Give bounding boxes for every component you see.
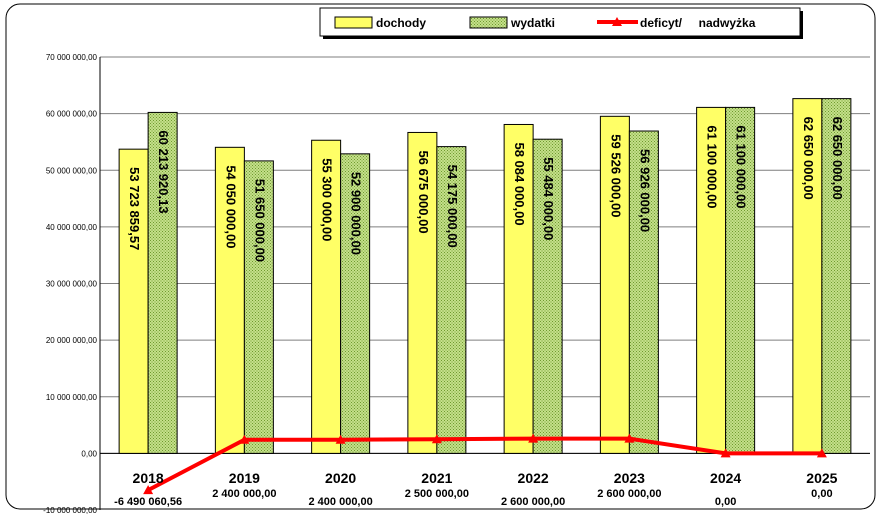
deficit-value-label: 2 600 000,00 bbox=[597, 488, 661, 500]
y-tick-label: 20 000 000,00 bbox=[46, 336, 98, 345]
deficit-line bbox=[143, 433, 827, 495]
deficit-value-label: -6 490 060,56 bbox=[114, 496, 182, 508]
bar-label-wydatki: 55 484 000,00 bbox=[541, 157, 556, 240]
deficit-marker bbox=[816, 448, 827, 458]
deficit-value-label: 2 400 000,00 bbox=[212, 488, 276, 500]
bar-label-dochody: 53 723 859,57 bbox=[127, 167, 142, 250]
deficit-value-label: 0,00 bbox=[811, 488, 832, 500]
legend: dochody wydatki deficyt/ nadwyżka bbox=[319, 7, 803, 39]
y-tick-label: 70 000 000,00 bbox=[46, 53, 98, 62]
legend-label-dochody: dochody bbox=[376, 16, 426, 30]
y-tick-label: 30 000 000,00 bbox=[46, 280, 98, 289]
deficit-marker bbox=[528, 433, 539, 443]
bar-dochody bbox=[311, 139, 342, 454]
bar-label-wydatki: 51 650 000,00 bbox=[252, 179, 267, 262]
bars: 53 723 859,57 54 050 000,00 55 300 000,00 5… bbox=[118, 98, 852, 454]
bar-dochody bbox=[214, 146, 245, 454]
x-category-label: 2021 bbox=[421, 470, 452, 486]
y-tick-label: 40 000 000,00 bbox=[46, 223, 98, 232]
deficit-marker bbox=[239, 434, 250, 444]
bar-wydatki bbox=[532, 138, 563, 454]
legend-box bbox=[319, 7, 801, 37]
bar-dochody bbox=[407, 131, 438, 454]
deficit-series-line bbox=[147, 436, 822, 492]
y-tick-label: 60 000 000,00 bbox=[46, 110, 98, 119]
bar-label-wydatki: 56 926 000,00 bbox=[637, 149, 652, 232]
bar-label-dochody: 61 100 000,00 bbox=[705, 125, 720, 208]
bar-dochody bbox=[792, 98, 823, 454]
x-category-label: 2022 bbox=[518, 470, 549, 486]
bar-dochody bbox=[118, 148, 149, 454]
deficit-value-label: 2 500 000,00 bbox=[405, 488, 469, 500]
bar-wydatki bbox=[821, 98, 852, 454]
bar-dochody bbox=[503, 123, 534, 454]
x-category-label: 2023 bbox=[614, 470, 645, 486]
y-tick-label: 50 000 000,00 bbox=[46, 166, 98, 175]
deficit-value-labels: -6 490 060,56 2 400 000,00 2 400 000,00 2 5… bbox=[114, 488, 832, 508]
deficit-marker bbox=[335, 434, 346, 444]
legend-label-deficit: deficyt/ nadwyżka bbox=[640, 16, 756, 30]
x-category-label: 2020 bbox=[325, 470, 356, 486]
bar-label-wydatki: 62 650 000,00 bbox=[830, 117, 845, 200]
bar-wydatki bbox=[725, 106, 756, 454]
x-axis-categories: 2018 2019 2020 2021 2022 2023 2024 2025 bbox=[133, 470, 838, 486]
bar-wydatki bbox=[147, 111, 178, 454]
bar-wydatki bbox=[243, 160, 274, 454]
legend-swatch-dochody bbox=[334, 16, 373, 29]
deficit-marker bbox=[431, 434, 442, 444]
x-category-label: 2024 bbox=[710, 470, 741, 486]
bar-label-dochody: 56 675 000,00 bbox=[416, 150, 431, 233]
bar-wydatki bbox=[628, 130, 659, 454]
bar-label-dochody: 58 084 000,00 bbox=[512, 142, 527, 225]
y-tick-label: -10 000 000,00 bbox=[43, 506, 97, 515]
y-tick-label: 10 000 000,00 bbox=[46, 393, 98, 402]
bar-dochody bbox=[696, 106, 727, 454]
deficit-value-label: 2 400 000,00 bbox=[309, 496, 373, 508]
x-category-label: 2025 bbox=[806, 470, 837, 486]
y-tick-label: 0,00 bbox=[81, 449, 97, 458]
bar-label-wydatki: 60 213 920,13 bbox=[156, 130, 171, 213]
deficit-marker bbox=[720, 448, 731, 458]
bar-label-wydatki: 54 175 000,00 bbox=[445, 165, 460, 248]
legend-marker-deficit bbox=[612, 17, 622, 26]
bar-label-dochody: 62 650 000,00 bbox=[801, 117, 816, 200]
deficit-value-label: 0,00 bbox=[715, 496, 736, 508]
x-category-label: 2018 bbox=[133, 470, 164, 486]
deficit-marker bbox=[624, 433, 635, 443]
deficit-marker bbox=[143, 485, 154, 495]
bar-wydatki bbox=[436, 146, 467, 454]
deficit-value-label: 2 600 000,00 bbox=[501, 496, 565, 508]
bar-label-dochody: 59 526 000,00 bbox=[608, 134, 623, 217]
legend-swatch-wydatki bbox=[469, 16, 508, 29]
bar-label-wydatki: 61 100 000,00 bbox=[734, 125, 749, 208]
bar-label-dochody: 54 050 000,00 bbox=[223, 165, 238, 248]
legend-label-wydatki: wydatki bbox=[510, 16, 555, 30]
bar-label-dochody: 55 300 000,00 bbox=[320, 158, 335, 241]
y-axis-ticks: 70 000 000,00 60 000 000,00 50 000 000,00 4… bbox=[43, 53, 97, 515]
x-category-label: 2019 bbox=[229, 470, 260, 486]
bar-label-wydatki: 52 900 000,00 bbox=[349, 172, 364, 255]
bar-wydatki bbox=[340, 153, 371, 454]
